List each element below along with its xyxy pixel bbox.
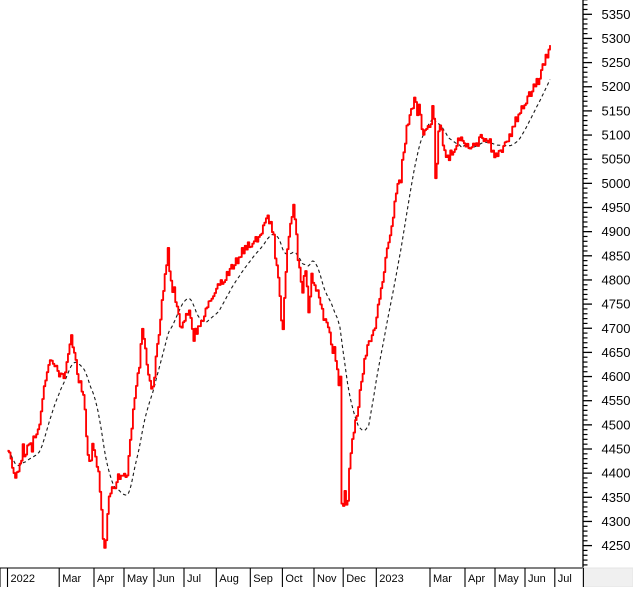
svg-text:May: May <box>127 573 148 585</box>
svg-text:5250: 5250 <box>602 55 631 70</box>
svg-text:Jun: Jun <box>528 573 546 585</box>
svg-text:4950: 4950 <box>602 200 631 215</box>
svg-text:Nov: Nov <box>317 573 337 585</box>
svg-text:4550: 4550 <box>602 393 631 408</box>
svg-text:Dec: Dec <box>346 573 366 585</box>
svg-text:Apr: Apr <box>97 573 114 585</box>
svg-text:Mar: Mar <box>62 573 81 585</box>
svg-text:4800: 4800 <box>602 272 631 287</box>
svg-text:4650: 4650 <box>602 345 631 360</box>
svg-text:Oct: Oct <box>285 573 302 585</box>
svg-text:4450: 4450 <box>602 442 631 457</box>
svg-text:Jul: Jul <box>187 573 201 585</box>
svg-text:5000: 5000 <box>602 176 631 191</box>
svg-text:4900: 4900 <box>602 224 631 239</box>
svg-text:4750: 4750 <box>602 297 631 312</box>
svg-text:2022: 2022 <box>11 573 35 585</box>
svg-text:5150: 5150 <box>602 103 631 118</box>
svg-text:2023: 2023 <box>379 573 403 585</box>
svg-text:Sep: Sep <box>253 573 273 585</box>
svg-text:5300: 5300 <box>602 31 631 46</box>
svg-text:Jun: Jun <box>157 573 175 585</box>
svg-text:4400: 4400 <box>602 466 631 481</box>
svg-text:Aug: Aug <box>219 573 239 585</box>
svg-text:Jul: Jul <box>558 573 572 585</box>
svg-text:4300: 4300 <box>602 514 631 529</box>
svg-text:Mar: Mar <box>433 573 452 585</box>
svg-text:4350: 4350 <box>602 490 631 505</box>
svg-text:5350: 5350 <box>602 7 631 22</box>
svg-text:May: May <box>498 573 519 585</box>
svg-text:5050: 5050 <box>602 152 631 167</box>
svg-text:5100: 5100 <box>602 128 631 143</box>
svg-text:4700: 4700 <box>602 321 631 336</box>
svg-text:4850: 4850 <box>602 248 631 263</box>
svg-text:4250: 4250 <box>602 538 631 553</box>
svg-text:4600: 4600 <box>602 369 631 384</box>
svg-text:4500: 4500 <box>602 417 631 432</box>
svg-text:5200: 5200 <box>602 79 631 94</box>
svg-text:Apr: Apr <box>468 573 485 585</box>
